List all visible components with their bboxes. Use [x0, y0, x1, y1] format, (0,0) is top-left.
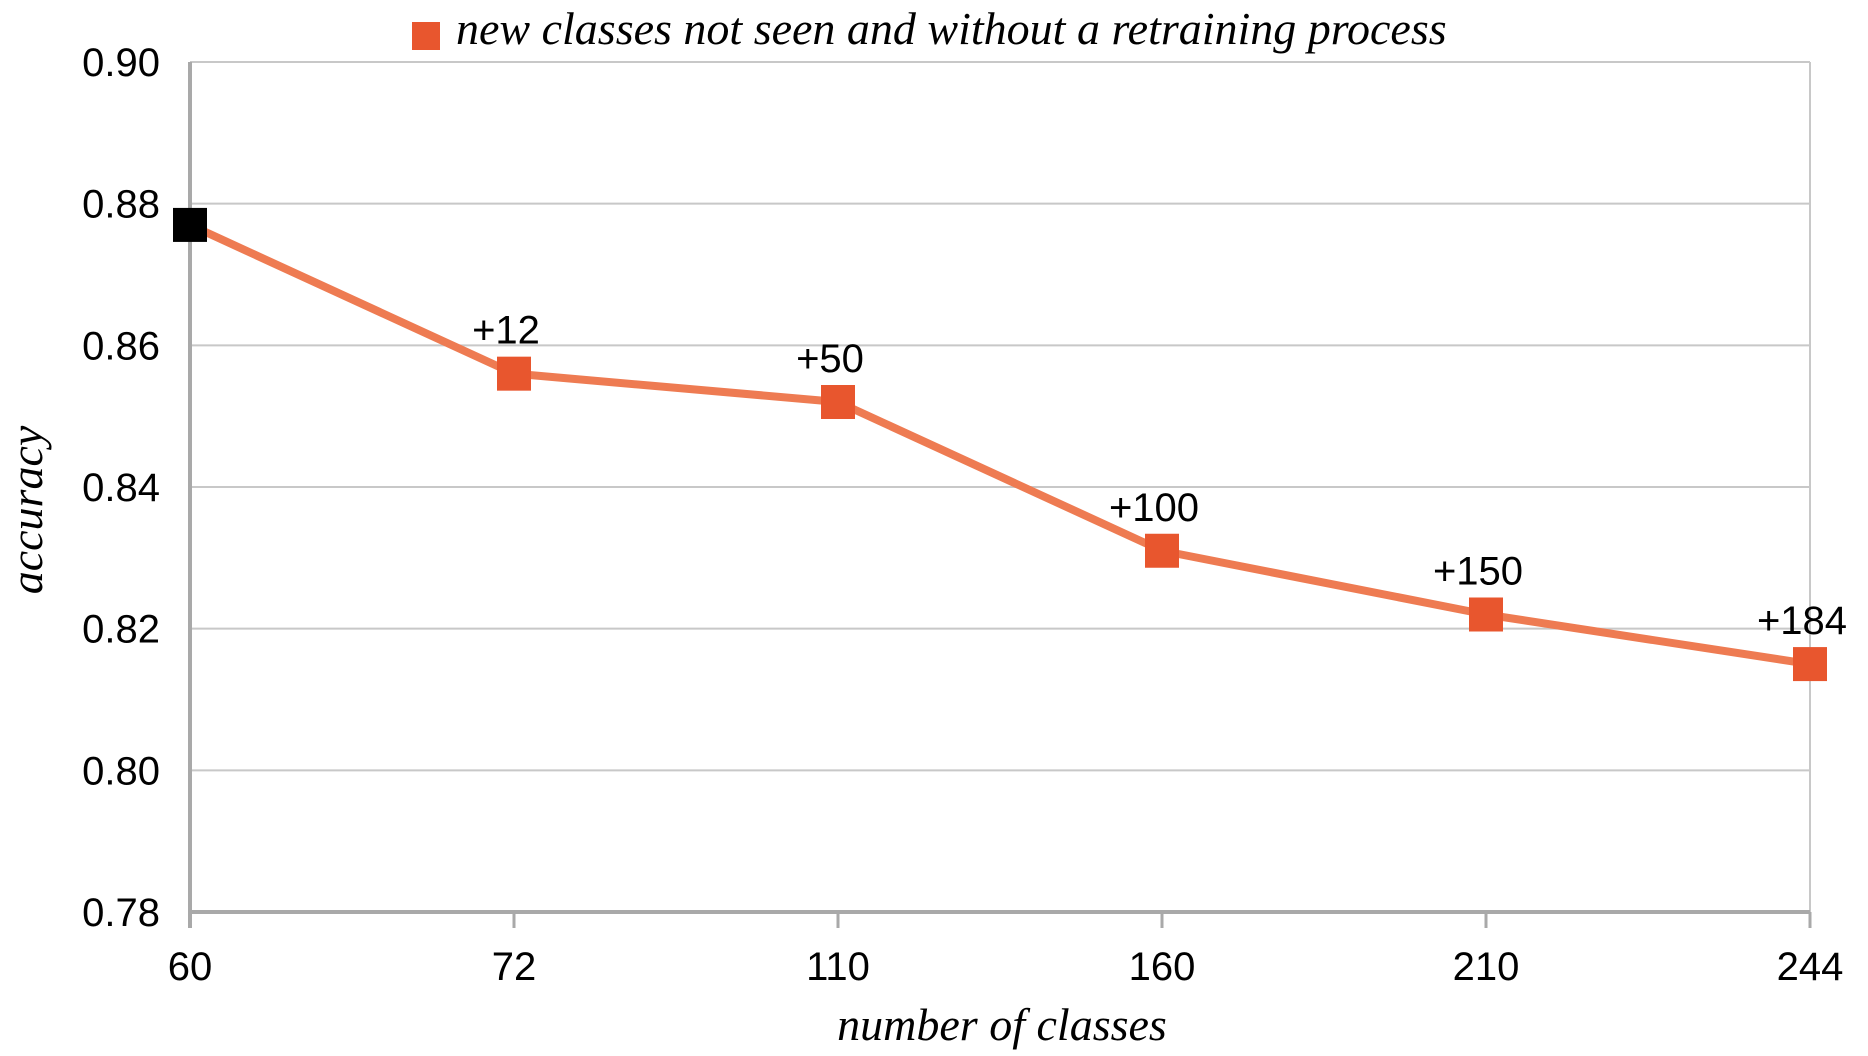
y-tick-label: 0.90	[82, 41, 160, 85]
y-tick-label: 0.82	[82, 608, 160, 652]
x-tick-label: 110	[806, 945, 870, 989]
legend-marker	[412, 22, 440, 50]
x-tick-label: 244	[1777, 945, 1844, 989]
x-tick-label: 160	[1129, 945, 1196, 989]
legend: new classes not seen and without a retra…	[412, 3, 1447, 54]
point-labels: +12 +50 +100 +150 +184	[472, 309, 1847, 643]
y-tick-label: 0.88	[82, 183, 160, 227]
y-tick-labels: 0.78 0.80 0.82 0.84 0.86 0.88 0.90	[82, 41, 160, 935]
data-point-marker	[173, 207, 207, 242]
data-point-marker	[1145, 533, 1179, 568]
y-tick-label: 0.86	[82, 324, 160, 368]
y-tick-label: 0.84	[82, 466, 160, 510]
legend-label: new classes not seen and without a retra…	[456, 3, 1447, 54]
x-tick-label: 72	[492, 945, 537, 989]
x-tick-labels: 60 72 110 160 210 244	[168, 945, 1844, 989]
series-line-group	[173, 207, 1827, 682]
axes	[188, 62, 1812, 928]
data-point-marker	[1793, 647, 1827, 682]
gridlines	[190, 61, 1810, 772]
y-tick-label: 0.80	[82, 749, 160, 793]
data-point-label: +184	[1757, 599, 1847, 643]
x-axis-title: number of classes	[837, 999, 1167, 1050]
data-point-marker	[1469, 597, 1503, 632]
data-point-label: +50	[796, 337, 864, 381]
data-point-label: +150	[1433, 550, 1523, 594]
data-point-marker	[821, 385, 855, 419]
series-line	[188, 221, 1811, 669]
x-tick-label: 210	[1453, 945, 1520, 989]
data-point-marker	[497, 356, 531, 391]
y-tick-label: 0.78	[82, 891, 160, 935]
x-tick-label: 60	[168, 945, 213, 989]
data-point-label: +12	[472, 309, 540, 353]
data-point-label: +100	[1109, 486, 1199, 530]
y-axis-title: accuracy	[1, 425, 52, 594]
